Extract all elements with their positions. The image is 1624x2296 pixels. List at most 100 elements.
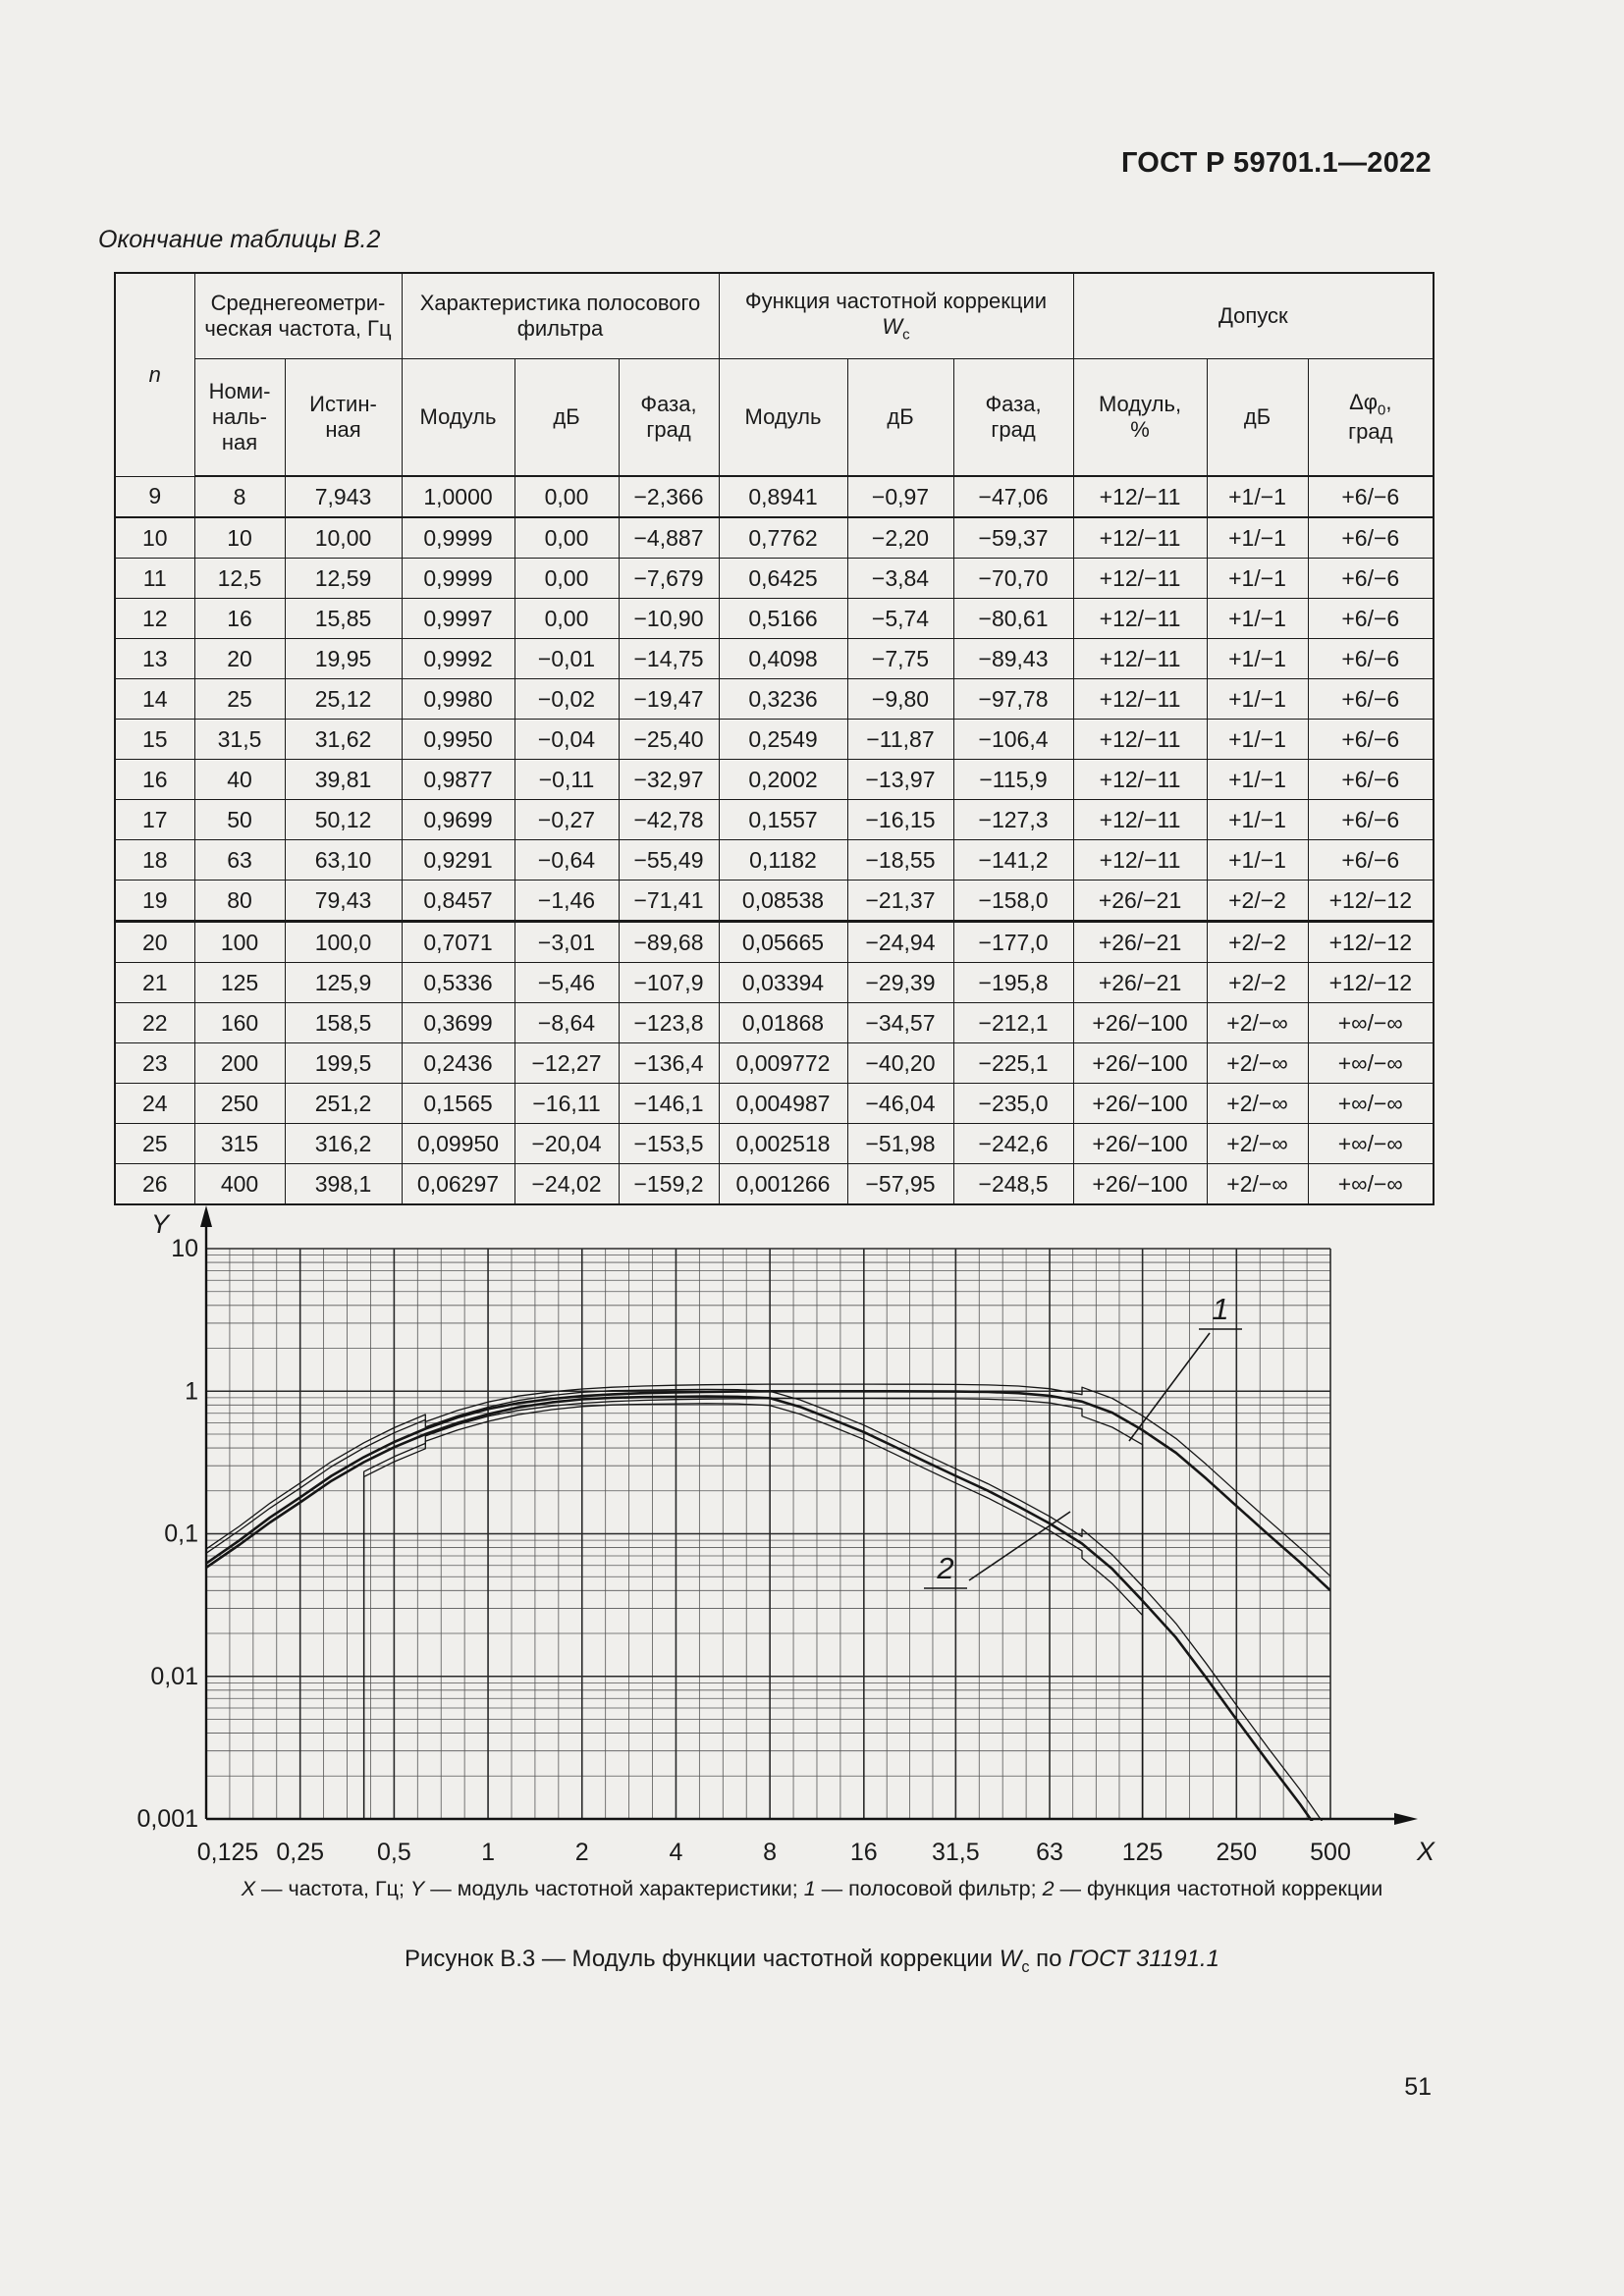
table-row: 23 200 199,5 0,2436 −12,27 −136,4 0,009772 −40,… — [114, 1042, 1435, 1084]
curve-tolerance — [206, 1388, 1324, 1821]
table-cell: −89,68 — [618, 921, 720, 963]
table-cell: 15,85 — [284, 598, 403, 639]
table-cell: −127,3 — [952, 799, 1074, 840]
svg-text:0,1: 0,1 — [164, 1521, 198, 1548]
table-cell: −242,6 — [952, 1123, 1074, 1164]
table-cell: 0,7071 — [401, 921, 515, 963]
table-cell: −8,64 — [514, 1002, 620, 1043]
table-cell: 19 — [114, 880, 195, 923]
table-cell: +2/−∞ — [1206, 1123, 1309, 1164]
svg-text:0,001: 0,001 — [136, 1805, 198, 1833]
table-cell: 23 — [114, 1042, 195, 1084]
table-cell: +6/−6 — [1307, 516, 1435, 559]
table-cell: −10,90 — [618, 598, 720, 639]
table-cell: 100,0 — [284, 921, 403, 963]
column-header-filter-module: Модуль — [401, 358, 515, 477]
table-row: 26 400 398,1 0,06297 −24,02 −159,2 0,001266 −57… — [114, 1163, 1435, 1205]
table-row: 16 40 39,81 0,9877 −0,11 −32,97 0,2002 −13,97 −1… — [114, 759, 1435, 800]
table-cell: 0,002518 — [718, 1123, 848, 1164]
table-cell: +12/−11 — [1072, 598, 1208, 639]
table-cell: +1/−1 — [1206, 516, 1309, 559]
table-cell: −47,06 — [952, 475, 1074, 518]
table-cell: −16,11 — [514, 1083, 620, 1124]
table-cell: −42,78 — [618, 799, 720, 840]
table-cell: 20 — [114, 921, 195, 963]
table-cell: +1/−1 — [1206, 719, 1309, 760]
table-cell: 26 — [114, 1163, 195, 1205]
table-cell: 0,2549 — [718, 719, 848, 760]
table-cell: +1/−1 — [1206, 799, 1309, 840]
column-header-wc-module: Модуль — [718, 358, 848, 477]
table-cell: +6/−6 — [1307, 558, 1435, 599]
table-cell: −9,80 — [846, 678, 954, 720]
table-cell: −0,04 — [514, 719, 620, 760]
table-cell: −34,57 — [846, 1002, 954, 1043]
table-cell: 8 — [193, 475, 286, 518]
table-cell: +12/−12 — [1307, 962, 1435, 1003]
figure-title: Рисунок В.3 — Модуль функции частотной к… — [405, 1946, 1219, 1976]
table-cell: −46,04 — [846, 1083, 954, 1124]
table-cell: 50,12 — [284, 799, 403, 840]
svg-text:Y: Y — [151, 1209, 171, 1239]
table-cell: −177,0 — [952, 921, 1074, 963]
table-cell: 12,5 — [193, 558, 286, 599]
table-row: 21 125 125,9 0,5336 −5,46 −107,9 0,03394 −29,39… — [114, 962, 1435, 1003]
table-cell: 199,5 — [284, 1042, 403, 1084]
table-cell: −136,4 — [618, 1042, 720, 1084]
table-cell: 63 — [193, 839, 286, 881]
table-cell: 50 — [193, 799, 286, 840]
table-cell: +6/−6 — [1307, 638, 1435, 679]
table-cell: 0,5166 — [718, 598, 848, 639]
table-cell: +2/−2 — [1206, 921, 1309, 963]
table-cell: +1/−1 — [1206, 638, 1309, 679]
svg-text:1: 1 — [481, 1839, 495, 1866]
table-cell: 0,004987 — [718, 1083, 848, 1124]
table-row: 19 80 79,43 0,8457 −1,46 −71,41 0,08538 −21,37−… — [114, 880, 1435, 923]
table-cell: −7,679 — [618, 558, 720, 599]
table-cell: −7,75 — [846, 638, 954, 679]
svg-text:8: 8 — [763, 1839, 777, 1866]
table-cell: −40,20 — [846, 1042, 954, 1084]
table-cell: −25,40 — [618, 719, 720, 760]
table-cell: −4,887 — [618, 516, 720, 559]
table-row: 10 10 10,00 0,9999 0,00 −4,887 0,7762 −2,20 −59,… — [114, 516, 1435, 559]
table-cell: 20 — [193, 638, 286, 679]
table-cell: 39,81 — [284, 759, 403, 800]
table-cell: 315 — [193, 1123, 286, 1164]
table-cell: 0,9999 — [401, 558, 515, 599]
table-cell: −13,97 — [846, 759, 954, 800]
table-cell: +12/−11 — [1072, 475, 1208, 518]
table-cell: +6/−6 — [1307, 678, 1435, 720]
table-cell: 0,1565 — [401, 1083, 515, 1124]
column-header-true: Истин- ная — [284, 358, 403, 477]
table-cell: +2/−2 — [1206, 880, 1309, 923]
table-cell: −24,02 — [514, 1163, 620, 1205]
table-cell: 0,00 — [514, 598, 620, 639]
table-cell: −2,366 — [618, 475, 720, 518]
table-cell: 15 — [114, 719, 195, 760]
table-cell: 125 — [193, 962, 286, 1003]
table-cell: +26/−100 — [1072, 1163, 1208, 1205]
table-cell: +26/−100 — [1072, 1002, 1208, 1043]
table-cell: 16 — [193, 598, 286, 639]
column-header-filter-phase: Фаза, град — [618, 358, 720, 477]
svg-text:63: 63 — [1036, 1839, 1063, 1866]
chart-axes — [204, 1223, 1398, 1821]
chart-tick-labels: 0,125 0,25 0,5 1 2 4 8 16 31,5 63 125 250 500 10 1 0,1 0… — [136, 1209, 1435, 1866]
table-cell: 158,5 — [284, 1002, 403, 1043]
table-cell: −159,2 — [618, 1163, 720, 1205]
table-cell: 31,5 — [193, 719, 286, 760]
table-cell: −18,55 — [846, 839, 954, 881]
svg-text:10: 10 — [171, 1235, 198, 1262]
table-cell: 0,9877 — [401, 759, 515, 800]
table-row: 24 250 251,2 0,1565 −16,11 −146,1 0,004987 −46,… — [114, 1083, 1435, 1124]
table-cell: +1/−1 — [1206, 678, 1309, 720]
table-cell: −29,39 — [846, 962, 954, 1003]
svg-text:0,01: 0,01 — [150, 1663, 198, 1690]
table-cell: 0,9699 — [401, 799, 515, 840]
table-cell: −5,74 — [846, 598, 954, 639]
table-row: 17 50 50,12 0,9699 −0,27 −42,78 0,1557 −16,15 −1… — [114, 799, 1435, 840]
table-cell: 100 — [193, 921, 286, 963]
table-cell: −123,8 — [618, 1002, 720, 1043]
table-cell: 250 — [193, 1083, 286, 1124]
